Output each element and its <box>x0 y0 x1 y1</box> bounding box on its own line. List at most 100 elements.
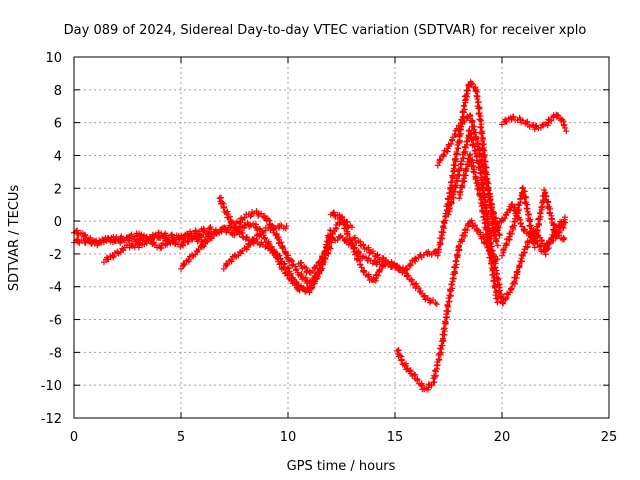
data-point <box>524 238 531 245</box>
series-arc-17 <box>499 111 570 135</box>
data-point <box>284 264 291 271</box>
data-point <box>495 222 502 229</box>
data-point <box>488 204 495 211</box>
data-point <box>307 286 314 293</box>
data-point <box>437 157 444 164</box>
data-point <box>278 239 285 246</box>
x-tick-label: 10 <box>280 430 297 445</box>
data-point <box>383 257 390 264</box>
data-point <box>105 256 112 263</box>
data-point <box>82 232 89 239</box>
data-point <box>461 118 468 125</box>
data-point <box>460 109 467 116</box>
data-point <box>180 242 187 249</box>
data-point <box>457 188 464 195</box>
data-point <box>417 381 424 388</box>
data-point <box>280 244 287 251</box>
data-point <box>508 285 515 292</box>
data-point <box>478 130 485 137</box>
data-point <box>434 252 441 259</box>
data-point <box>279 244 286 251</box>
data-point <box>532 123 539 130</box>
data-point <box>224 261 231 268</box>
data-point <box>462 172 469 179</box>
data-point <box>440 326 447 333</box>
data-point <box>528 228 535 235</box>
data-point <box>503 240 510 247</box>
data-point <box>322 247 329 254</box>
y-tick-label: -6 <box>49 314 62 329</box>
data-point <box>538 237 545 244</box>
data-point <box>361 268 368 275</box>
data-point <box>293 282 300 289</box>
data-point <box>481 240 488 247</box>
data-point <box>220 204 227 211</box>
data-point <box>499 252 505 259</box>
data-point <box>487 260 494 267</box>
data-point <box>476 110 483 117</box>
data-point <box>521 226 528 233</box>
data-point <box>456 195 463 202</box>
data-point <box>404 365 411 372</box>
data-point <box>369 260 376 267</box>
data-point <box>520 252 527 259</box>
data-point <box>477 164 484 171</box>
data-point <box>188 235 195 242</box>
data-point <box>289 262 296 269</box>
data-marks <box>71 78 570 393</box>
data-point <box>314 269 321 276</box>
y-axis-label: SDTVAR / TECUs <box>7 185 22 292</box>
data-point <box>561 235 568 242</box>
data-point <box>536 216 543 223</box>
data-point <box>473 226 480 233</box>
data-point <box>453 175 460 182</box>
y-tick-label: 6 <box>54 117 62 132</box>
data-point <box>389 263 396 270</box>
data-point <box>75 238 82 245</box>
data-point <box>482 198 489 205</box>
data-point <box>466 127 473 134</box>
data-point <box>178 265 184 272</box>
data-point <box>478 124 485 131</box>
data-point <box>471 147 478 154</box>
data-point <box>320 253 327 260</box>
data-point <box>494 242 501 249</box>
data-point <box>451 131 458 138</box>
data-point <box>465 87 472 94</box>
y-tick-label: -4 <box>49 281 62 296</box>
data-point <box>143 240 150 247</box>
data-point <box>548 117 555 124</box>
axis-ticks: 0 5 10 15 20 25 -12 -10 -8 -6 -4 -2 0 2 4 6 8 10 <box>41 51 618 445</box>
data-point <box>266 243 273 250</box>
data-point <box>561 214 568 221</box>
data-point <box>524 118 531 125</box>
data-point <box>466 113 473 120</box>
data-point <box>503 118 510 125</box>
data-point <box>349 241 356 248</box>
data-point <box>354 256 361 263</box>
y-tick-label: -12 <box>41 412 62 427</box>
data-point <box>452 157 459 164</box>
data-point <box>470 168 477 175</box>
data-point <box>318 259 325 266</box>
data-point <box>457 161 464 168</box>
x-tick-label: 0 <box>70 430 78 445</box>
data-point <box>312 265 319 272</box>
data-point <box>344 230 351 237</box>
data-point <box>208 226 215 233</box>
data-point <box>290 276 297 283</box>
data-point <box>490 211 497 218</box>
data-point <box>328 239 335 246</box>
data-point <box>470 162 477 169</box>
y-tick-label: -2 <box>49 248 62 263</box>
y-tick-label: 2 <box>54 182 62 197</box>
data-point <box>484 230 491 237</box>
data-point <box>460 232 467 239</box>
data-point <box>547 209 554 216</box>
data-point <box>440 151 447 158</box>
data-point <box>500 246 507 253</box>
data-point <box>516 262 523 269</box>
data-point <box>517 220 524 227</box>
data-point <box>457 123 464 130</box>
data-point <box>484 237 491 244</box>
